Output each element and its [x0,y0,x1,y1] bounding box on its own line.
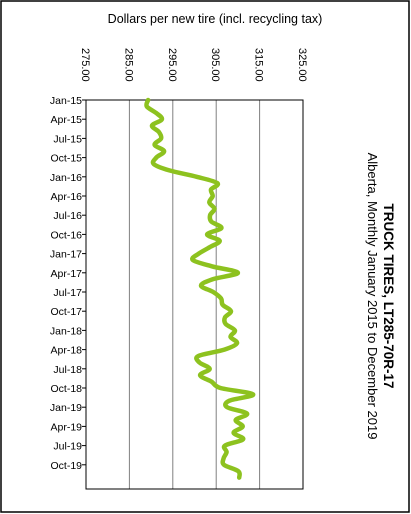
series-line [144,97,256,480]
value-tick-label: 305.00 [209,48,221,82]
time-tick-label: Jan-15 [50,95,82,107]
plot-border [85,99,304,490]
time-tick-label: Jul-18 [53,364,82,376]
time-tick-label: Jan-16 [50,172,82,184]
value-tick-label: 295.00 [166,48,178,82]
value-tick-label: 325.00 [296,48,308,82]
time-tick-label: Jan-17 [50,249,82,261]
time-tick-label: Jul-16 [53,210,82,222]
plot-area: 275.00 285.00 295.00 305.00 315.00 325.00 Jan… [50,48,308,490]
time-tick-label: Oct-16 [50,229,82,241]
time-tick-label: Jul-15 [53,133,82,145]
value-tick-label: 285.00 [122,48,134,82]
time-tick-label: Apr-18 [50,345,82,357]
value-tick-label: 315.00 [253,48,265,82]
time-tick-label: Apr-15 [50,114,82,126]
value-tick-labels: 275.00 285.00 295.00 305.00 315.00 325.00 [79,48,308,82]
time-tick-label: Jul-19 [53,441,82,453]
time-tick-label: Apr-19 [50,421,82,433]
time-tick-label: Apr-16 [50,191,82,203]
title-block: TRUCK TIRES, LT285-70R-17 Alberta, Month… [365,153,396,440]
chart-subtitle: Alberta, Monthly January 2015 to Decembe… [365,153,380,440]
time-tick-labels: Jan-15 Apr-15 Jul-15 Oct-15 Jan-16 Apr-16 Jul-… [50,95,86,472]
value-axis-label: Dollars per new tire (incl. recycling ta… [108,12,323,26]
time-tick-label: Jan-19 [50,402,82,414]
time-tick-label: Oct-17 [50,306,82,318]
time-tick-label: Oct-15 [50,153,82,165]
time-tick-label: Apr-17 [50,268,82,280]
time-tick-label: Jul-17 [53,287,82,299]
time-tick-label: Oct-19 [50,460,82,472]
chart-title: TRUCK TIRES, LT285-70R-17 [381,203,396,388]
time-tick-label: Oct-18 [50,383,82,395]
value-tick-label: 275.00 [79,48,91,82]
time-tick-label: Jan-18 [50,325,82,337]
